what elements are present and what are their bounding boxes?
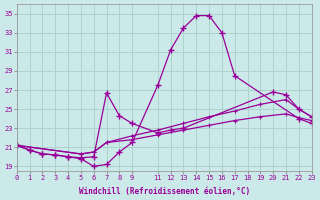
X-axis label: Windchill (Refroidissement éolien,°C): Windchill (Refroidissement éolien,°C) [79,187,250,196]
